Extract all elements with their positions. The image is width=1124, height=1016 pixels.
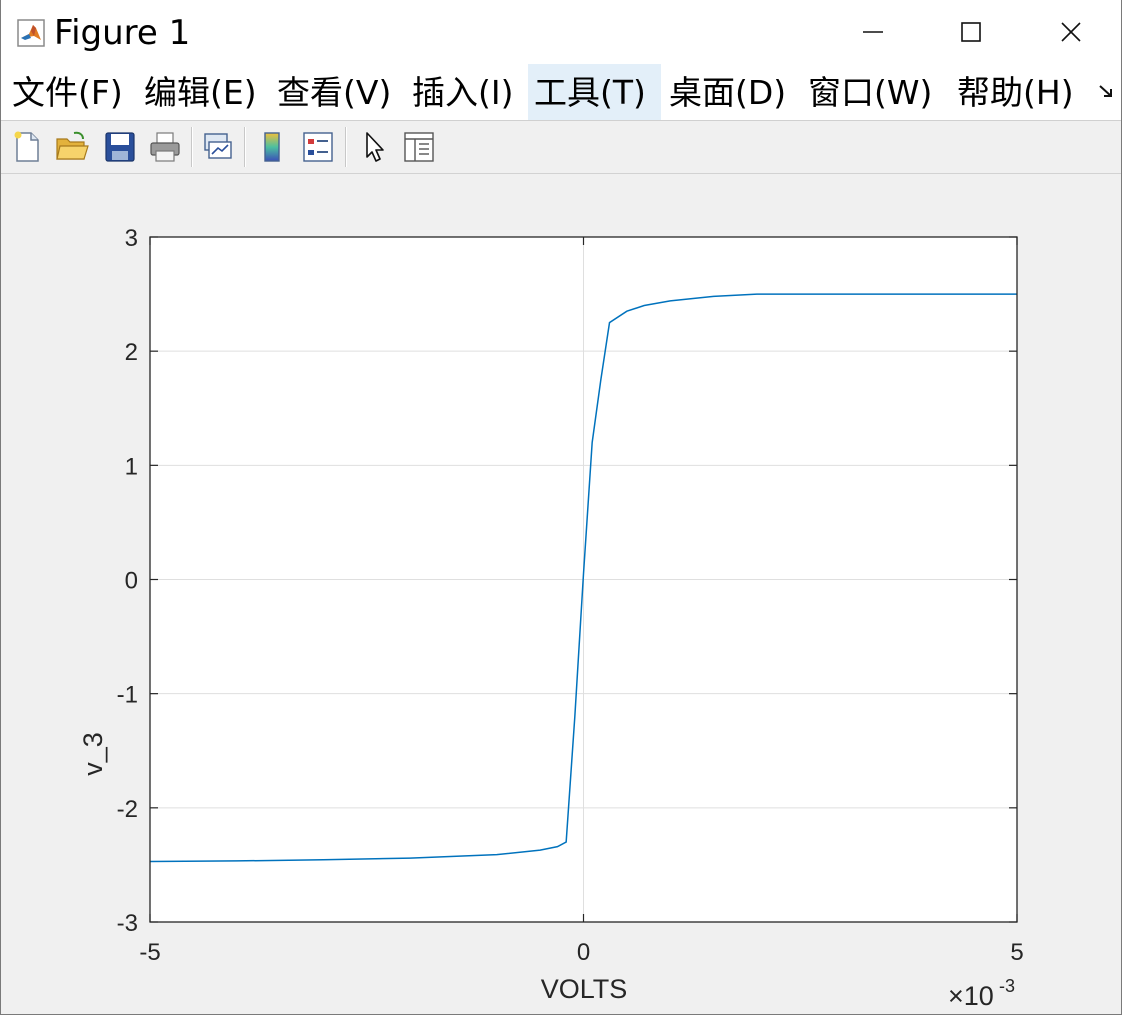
x-axis-label: VOLTS (541, 974, 628, 1004)
open-file-icon[interactable] (54, 129, 90, 165)
menu-desktop[interactable]: 桌面(D) (669, 73, 787, 112)
x-axis-exponent-base: ×10 (948, 981, 994, 1011)
colorbar-icon[interactable] (254, 129, 290, 165)
save-icon[interactable] (102, 129, 138, 165)
figure-toolbar (1, 121, 1121, 174)
y-tick-label: -3 (117, 910, 138, 937)
toolbar-separator (191, 127, 192, 167)
y-tick-label: 2 (125, 339, 138, 366)
close-button[interactable] (1041, 8, 1101, 56)
minimize-button[interactable] (843, 8, 903, 56)
toolbar-separator (345, 127, 346, 167)
print-icon[interactable] (147, 129, 183, 165)
new-figure-icon[interactable] (9, 129, 45, 165)
menu-edit[interactable]: 编辑(E) (144, 73, 257, 112)
menu-insert[interactable]: 插入(I) (412, 73, 514, 112)
y-axis-label: v_3 (78, 732, 108, 776)
x-tick-label: 5 (1010, 939, 1023, 966)
menu-window[interactable]: 窗口(W) (808, 73, 933, 112)
axis-ticks: -5 0 5 3 2 1 0 -1 -2 -3 (117, 225, 1024, 966)
x-tick-label: -5 (139, 939, 160, 966)
menu-view[interactable]: 查看(V) (277, 73, 392, 112)
legend-icon[interactable] (300, 129, 336, 165)
menu-bar: 文件(F) 编辑(E) 查看(V) 插入(I) 工具(T) 桌面(D) 窗口(W… (1, 64, 1121, 121)
menu-file[interactable]: 文件(F) (12, 73, 123, 112)
window-title: Figure 1 (54, 13, 191, 53)
y-tick-label: 0 (125, 568, 138, 595)
maximize-icon (961, 22, 981, 42)
x-axis-exponent-power: -3 (999, 976, 1015, 996)
link-plot-icon[interactable] (200, 129, 236, 165)
toolbar-separator (244, 127, 245, 167)
figure-canvas: -5 0 5 3 2 1 0 -1 -2 -3 VOLTS v_3 ×10 -3 (1, 174, 1121, 1014)
menu-overflow-arrow-icon[interactable] (1097, 82, 1117, 102)
plot-svg[interactable]: -5 0 5 3 2 1 0 -1 -2 -3 VOLTS v_3 ×10 -3 (1, 174, 1121, 1014)
x-tick-label: 0 (577, 939, 590, 966)
y-tick-label: 1 (125, 453, 138, 480)
y-tick-label: 3 (125, 225, 138, 252)
title-bar[interactable]: Figure 1 (1, 0, 1121, 64)
property-inspector-icon[interactable] (401, 129, 437, 165)
matlab-logo-icon (17, 19, 45, 47)
maximize-button[interactable] (941, 8, 1001, 56)
menu-tools[interactable]: 工具(T) (528, 64, 661, 120)
menu-help[interactable]: 帮助(H) (957, 73, 1074, 112)
edit-plot-cursor-icon[interactable] (357, 129, 393, 165)
y-tick-label: -1 (117, 682, 138, 709)
y-tick-label: -2 (117, 796, 138, 823)
close-icon (1061, 22, 1081, 42)
minimize-icon (863, 31, 883, 33)
series-line-v3[interactable] (149, 293, 1017, 863)
